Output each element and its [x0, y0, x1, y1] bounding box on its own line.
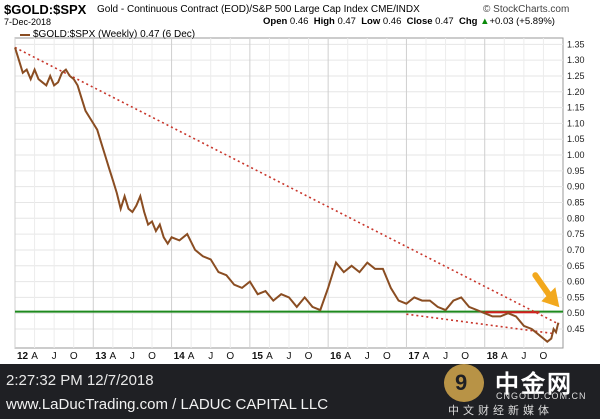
footer-credit: www.LaDucTrading.com / LADUC CAPITAL LLC — [6, 396, 329, 413]
x-tick-label: O — [383, 351, 391, 362]
chart-date: 7-Dec-2018 — [4, 17, 52, 27]
high-label: High — [313, 16, 335, 27]
footer-timestamp: 2:27:32 PM 12/7/2018 — [6, 372, 154, 389]
footer-bar — [0, 364, 600, 419]
y-tick-label: 1.20 — [567, 87, 585, 97]
x-tick-label: O — [226, 351, 234, 362]
y-tick-label: 0.70 — [567, 245, 585, 255]
x-tick-label: 17 — [408, 351, 420, 362]
chg-arrow-icon: ▲ — [480, 16, 490, 27]
x-tick-label: A — [31, 351, 38, 362]
chart-description: Gold - Continuous Contract (EOD)/S&P 500… — [97, 4, 420, 15]
y-tick-label: 1.10 — [567, 118, 585, 128]
trendline-line — [14, 46, 560, 325]
y-tick-label: 1.25 — [567, 71, 585, 81]
arrow-shaft — [532, 272, 553, 299]
high-value: 0.47 — [337, 16, 356, 27]
low-value: 0.46 — [382, 16, 402, 27]
x-tick-label: 16 — [330, 351, 342, 362]
annotation-arrow-icon — [532, 272, 560, 308]
chg-label: Chg — [458, 16, 478, 27]
reference-lines — [14, 46, 563, 335]
x-tick-label: O — [461, 351, 469, 362]
x-tick-label: J — [130, 351, 135, 362]
x-tick-label: J — [521, 351, 526, 362]
y-tick-label: 1.00 — [567, 150, 585, 160]
x-tick-label: 18 — [487, 351, 499, 362]
grid — [14, 37, 564, 349]
series-line — [14, 47, 560, 343]
legend-text: $GOLD:$SPX (Weekly) 0.47 (6 Dec) — [33, 29, 196, 40]
watermark-brand: 中金网 — [495, 370, 573, 398]
y-tick-label: 0.50 — [567, 308, 585, 318]
x-tick-label: O — [305, 351, 313, 362]
x-tick-label: J — [365, 351, 370, 362]
y-tick-label: 0.95 — [567, 166, 585, 176]
y-axis: 1.35 1.30 1.25 1.20 1.15 1.10 1.05 1.00 0.95 0.90… — [567, 39, 585, 334]
x-tick-label: 13 — [95, 351, 107, 362]
watermark-logo-icon: 9 — [444, 364, 484, 402]
watermark-media: 中文财经新媒体 — [448, 404, 553, 417]
arrow-head — [541, 287, 560, 308]
x-tick-label: J — [52, 351, 57, 362]
x-tick-label: A — [110, 351, 117, 362]
x-tick-label: J — [287, 351, 292, 362]
x-tick-label: O — [148, 351, 156, 362]
y-tick-label: 0.55 — [567, 292, 585, 302]
x-tick-label: A — [266, 351, 273, 362]
x-tick-label: J — [208, 351, 213, 362]
x-tick-label: A — [188, 351, 195, 362]
y-tick-label: 0.80 — [567, 213, 585, 223]
y-tick-label: 1.35 — [567, 39, 585, 49]
y-tick-label: 0.65 — [567, 261, 585, 271]
x-tick-label: 12 — [17, 351, 29, 362]
open-label: Open — [263, 16, 288, 27]
trendline-line — [406, 313, 556, 335]
y-tick-label: 0.85 — [567, 197, 585, 207]
legend-swatch — [20, 33, 30, 36]
ohlc-readout: Open 0.46 High 0.47 Low 0.46 Close 0.47 … — [263, 16, 555, 27]
x-tick-label: A — [501, 351, 508, 362]
y-tick-label: 0.60 — [567, 277, 585, 287]
chg-value: +0.03 (+5.89%) — [489, 16, 555, 27]
x-tick-label: A — [344, 351, 351, 362]
x-axis: 12 A J O 13 A J O 14 A J O 15 A J O 16 A J O 17 A J O 18 A J O — [17, 351, 548, 362]
chart-symbol: $GOLD:$SPX — [4, 2, 87, 17]
low-label: Low — [361, 16, 381, 27]
x-tick-label: 15 — [252, 351, 264, 362]
chart-panel: $GOLD:$SPX Gold - Continuous Contract (E… — [4, 2, 585, 362]
close-value: 0.47 — [435, 16, 454, 27]
chart-source: © StockCharts.com — [483, 4, 570, 15]
x-tick-label: O — [70, 351, 78, 362]
x-tick-label: O — [540, 351, 548, 362]
x-tick-label: 14 — [174, 351, 186, 362]
y-tick-label: 1.30 — [567, 55, 585, 65]
watermark-logo-glyph: 9 — [455, 370, 468, 395]
plot-area: 1.35 1.30 1.25 1.20 1.15 1.10 1.05 1.00 0.95 0.90… — [14, 37, 585, 362]
close-label: Close — [406, 16, 433, 27]
x-tick-label: J — [443, 351, 448, 362]
x-tick-label: A — [423, 351, 430, 362]
chart-legend: $GOLD:$SPX (Weekly) 0.47 (6 Dec) — [20, 29, 195, 40]
watermark-url: CNGOLD.COM.CN — [496, 391, 587, 401]
open-value: 0.46 — [289, 16, 309, 27]
y-tick-label: 0.75 — [567, 229, 585, 239]
y-tick-label: 1.15 — [567, 103, 585, 113]
y-tick-label: 0.90 — [567, 182, 585, 192]
y-tick-label: 1.05 — [567, 134, 585, 144]
y-tick-label: 0.45 — [567, 324, 585, 334]
